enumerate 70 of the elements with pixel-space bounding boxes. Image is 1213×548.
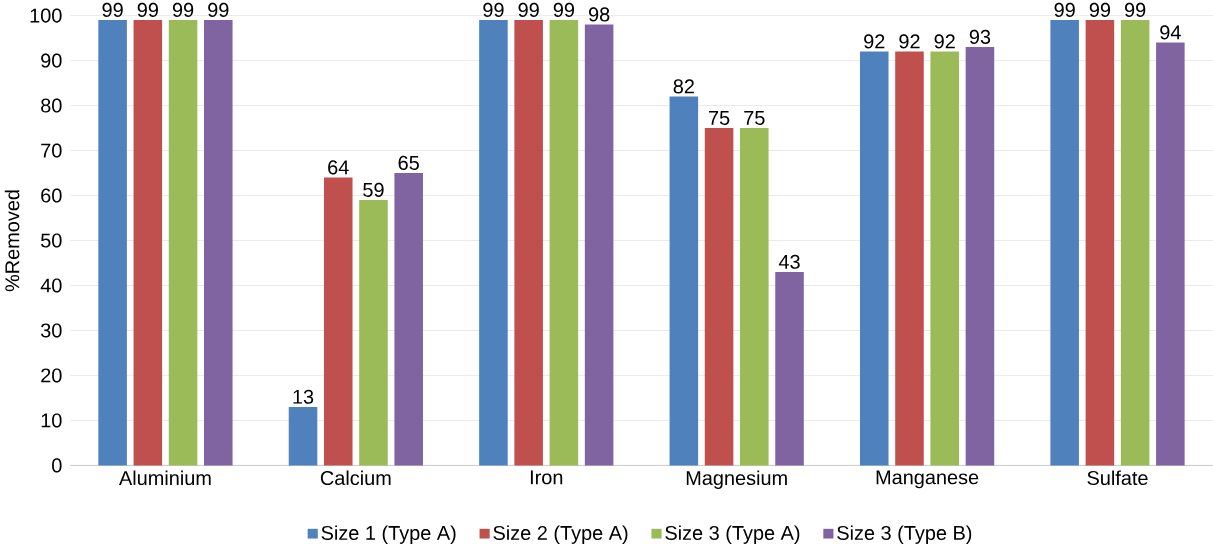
bar: [204, 20, 233, 466]
data-label: 99: [208, 3, 229, 18]
y-tick-label: 50: [41, 233, 62, 248]
legend-label: Size 3 (Type B): [837, 525, 972, 545]
bar: [1120, 20, 1150, 466]
data-label: 13: [293, 389, 314, 404]
bar: [584, 24, 614, 466]
bar: [965, 47, 995, 466]
y-tick-label: 60: [41, 188, 62, 203]
x-tick-label: Manganese: [876, 470, 979, 489]
bar: [479, 20, 508, 466]
y-tick-label: 40: [40, 278, 62, 293]
bar: [740, 128, 769, 466]
bar: [359, 200, 388, 466]
bar: [930, 51, 959, 466]
data-label: 94: [1160, 25, 1181, 40]
data-label: 65: [398, 155, 419, 171]
data-label: 99: [553, 3, 575, 18]
data-label: 99: [1124, 3, 1146, 18]
data-label: 99: [137, 3, 158, 18]
bar: [394, 173, 423, 466]
data-label: 92: [934, 34, 955, 49]
y-tick-label: 70: [41, 143, 62, 158]
data-label: 99: [483, 3, 504, 18]
bar: [775, 272, 804, 466]
legend-label: Size 1 (Type A): [321, 525, 456, 545]
y-tick-label: 20: [41, 368, 62, 383]
bar: [288, 407, 318, 466]
data-label: 99: [518, 3, 539, 18]
data-label: 43: [778, 254, 800, 270]
y-tick-label: 30: [40, 323, 62, 338]
legend-label: Size 2 (Type A): [493, 525, 628, 545]
bar: [859, 51, 889, 466]
x-tick-label: Sulfate: [1087, 470, 1148, 486]
bar: [549, 20, 579, 466]
x-tick-label: Calcium: [320, 470, 391, 486]
x-tick-label: Magnesium: [686, 470, 787, 490]
bar: [323, 177, 353, 466]
x-tick-label: Aluminium: [119, 470, 211, 486]
y-tick-label: 0: [52, 458, 62, 473]
data-label: 99: [172, 3, 194, 18]
bar: [669, 96, 699, 466]
bar: [895, 51, 924, 466]
bar: [168, 20, 198, 466]
y-tick-label: 10: [41, 413, 62, 428]
data-label: 98: [588, 7, 610, 22]
data-label: 82: [673, 79, 694, 94]
bar: [1156, 42, 1185, 466]
data-label: 64: [328, 160, 349, 175]
y-axis-title: %Removed: [4, 190, 20, 292]
bar: [133, 20, 163, 466]
x-tick-label: Iron: [530, 470, 563, 485]
bar: [1050, 20, 1079, 466]
data-label: 92: [864, 34, 885, 49]
data-label: 75: [744, 111, 765, 126]
data-label: 75: [709, 111, 730, 126]
bar: [704, 128, 734, 466]
data-label: 99: [1089, 3, 1111, 18]
data-label: 93: [969, 29, 991, 45]
y-tick-label: 100: [30, 8, 62, 23]
bar: [1085, 20, 1115, 466]
data-label: 99: [1054, 3, 1075, 18]
y-tick-label: 80: [41, 98, 62, 113]
data-label: 59: [363, 182, 384, 198]
bar: [514, 20, 543, 466]
y-tick-label: 90: [41, 53, 62, 68]
bar: [98, 20, 127, 466]
data-label: 92: [899, 34, 920, 49]
data-label: 99: [102, 3, 123, 18]
legend-label: Size 3 (Type A): [665, 525, 800, 545]
